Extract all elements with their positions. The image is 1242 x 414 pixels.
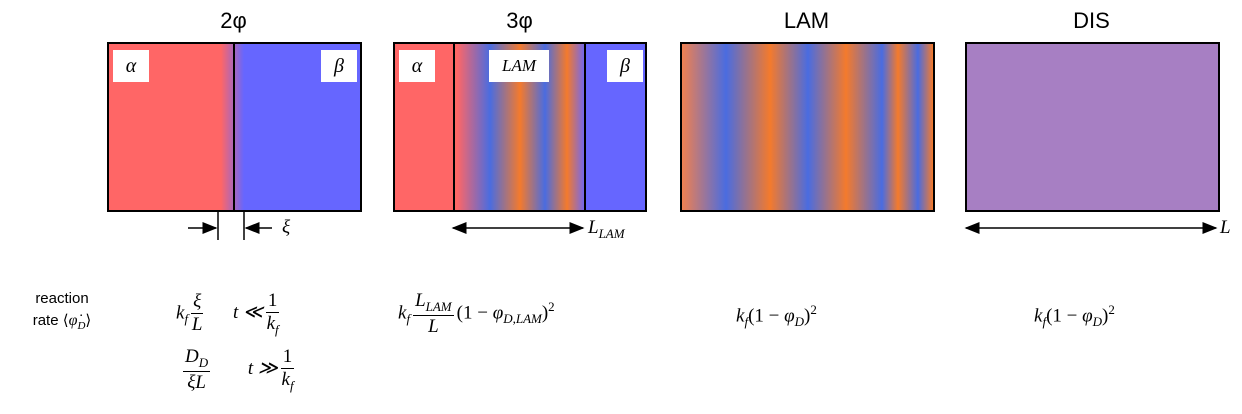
width-label: LLAM — [588, 217, 625, 242]
numerator: 1 — [266, 290, 280, 313]
text: (1 − — [1046, 305, 1082, 326]
width-label: ξ — [282, 217, 290, 239]
width-label-sub: LAM — [599, 226, 625, 241]
width-label: L — [1220, 217, 1231, 239]
sym: L — [415, 290, 426, 311]
text: (1 − — [457, 302, 493, 323]
rate-label-line: rate ⟨φ̇D⟩ — [22, 311, 102, 332]
denominator: L — [413, 316, 454, 338]
sub: LAM — [426, 299, 452, 314]
sub: f — [406, 311, 410, 326]
sub: D — [795, 314, 804, 329]
text: ⟩ — [85, 312, 91, 329]
condition: t ≫ — [248, 358, 278, 379]
text: (1 − — [748, 305, 784, 326]
formula: kf(1 − φD)2 — [1034, 302, 1115, 330]
numerator: LLAM — [413, 290, 454, 316]
formula: kf(1 − φD)2 — [736, 302, 817, 330]
sym: φ — [784, 305, 795, 326]
sup: 2 — [810, 302, 817, 317]
sub: D — [1093, 314, 1102, 329]
width-label: L — [588, 217, 599, 238]
condition: t ≪ — [233, 302, 263, 323]
sub: f — [275, 322, 279, 337]
denominator: kf — [266, 313, 280, 338]
sub: D,LAM — [503, 311, 542, 326]
numerator: ξ — [191, 291, 203, 314]
text: rate ⟨ — [33, 312, 69, 329]
rate-label: reaction rate ⟨φ̇D⟩ — [22, 290, 102, 332]
rate-label-line: reaction — [22, 290, 102, 307]
sup: 2 — [548, 299, 555, 314]
sup: 2 — [1108, 302, 1115, 317]
numerator: DD — [183, 346, 210, 372]
sym: φ — [493, 302, 504, 323]
denominator: ξL — [183, 372, 210, 394]
sym: D — [185, 346, 199, 367]
sym: k — [267, 313, 275, 334]
page: 2φ 3φ LAM DIS α β α LAM β ξ LLAM L react… — [0, 0, 1242, 414]
numerator: 1 — [281, 346, 295, 369]
denominator: kf — [281, 369, 295, 394]
sub: D — [199, 355, 208, 370]
sym: k — [282, 369, 290, 390]
sub: f — [184, 311, 188, 326]
denominator: L — [191, 314, 203, 336]
sym: φ — [1082, 305, 1093, 326]
sub: f — [290, 378, 294, 393]
